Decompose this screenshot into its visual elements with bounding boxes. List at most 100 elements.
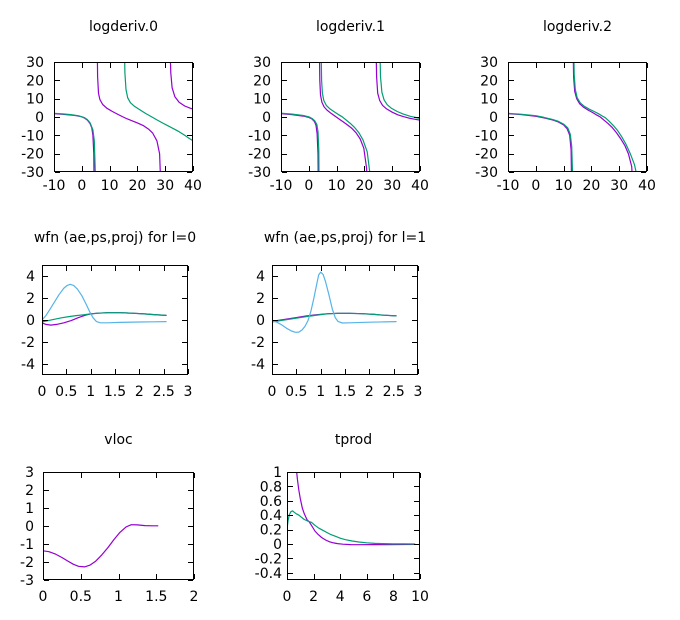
y-tick-label: -4 — [21, 357, 35, 373]
plot-border — [281, 62, 420, 172]
x-tick-label: 0 — [39, 589, 48, 605]
x-tick-label: -10 — [270, 178, 293, 194]
x-tick-label: 0 — [531, 178, 540, 194]
x-tick-label: 2 — [365, 384, 374, 400]
y-tick-label: 2 — [256, 291, 265, 307]
x-tick-label: 20 — [582, 178, 600, 194]
x-tick-label: -10 — [497, 178, 520, 194]
x-tick-label: 8 — [389, 589, 398, 605]
y-tick-label: 1 — [273, 465, 282, 481]
x-tick-label: 20 — [355, 178, 373, 194]
y-tick-label: 2 — [26, 291, 35, 307]
series-curve-1-purple — [169, 62, 193, 110]
y-tick-label: 0 — [35, 110, 44, 126]
y-tick-label: 0 — [256, 313, 265, 329]
y-tick-label: 4 — [256, 269, 265, 285]
y-tick-label: -0.2 — [255, 551, 282, 567]
x-tick-label: 0 — [268, 384, 277, 400]
y-tick-label: 1 — [25, 501, 34, 517]
tick-marks — [287, 472, 421, 579]
series-curve-1-purple — [572, 62, 633, 172]
x-tick-label: 40 — [184, 178, 202, 194]
x-tick-label: 1.5 — [145, 589, 167, 605]
y-tick-label: 4 — [26, 269, 35, 285]
x-tick-label: 1.5 — [334, 384, 356, 400]
x-tick-label: 0.5 — [55, 384, 77, 400]
x-tick-label: 20 — [128, 178, 146, 194]
x-tick-label: 30 — [610, 178, 628, 194]
y-tick-label: 0 — [262, 110, 271, 126]
series-curve-2-green — [573, 62, 637, 172]
y-tick-label: -20 — [475, 147, 498, 163]
y-tick-label: -2 — [251, 335, 265, 351]
series-ps — [272, 312, 397, 323]
y-tick-label: -30 — [21, 165, 44, 181]
y-tick-label: -2 — [21, 335, 35, 351]
y-tick-label: 20 — [26, 73, 44, 89]
tick-marks — [43, 472, 195, 581]
x-tick-label: 30 — [156, 178, 174, 194]
x-tick-label: 2.5 — [153, 384, 175, 400]
x-tick-label: 0 — [77, 178, 86, 194]
plot-border — [43, 472, 194, 580]
y-tick-label: 10 — [480, 92, 498, 108]
x-tick-label: 1.5 — [104, 384, 126, 400]
x-tick-label: 1 — [86, 384, 95, 400]
chart-logderiv-2: -10 0 10 20 30 40 30 20 10 0 -10 -20 -30 logderiv.2 — [475, 19, 656, 194]
x-tick-label: -10 — [43, 178, 66, 194]
x-tick-label: 40 — [411, 178, 429, 194]
series-curve-1-purple — [96, 62, 161, 172]
x-tick-label: 30 — [383, 178, 401, 194]
y-tick-label: -1 — [20, 537, 34, 553]
series-curve-2-green — [320, 62, 371, 172]
chart-title: logderiv.2 — [543, 19, 612, 35]
tick-marks — [272, 266, 419, 374]
y-tick-label: -0.4 — [255, 566, 282, 582]
chart-title: wfn (ae,ps,proj) for l=0 — [34, 230, 196, 246]
y-tick-label: -10 — [475, 128, 498, 144]
series-curve-2-green — [287, 510, 416, 545]
x-tick-label: 40 — [638, 178, 656, 194]
x-tick-label: 0 — [38, 384, 47, 400]
plot-border — [54, 62, 193, 172]
y-tick-label: 20 — [253, 73, 271, 89]
x-tick-label: 10 — [555, 178, 573, 194]
chart-wfn-l1: 0 0.5 1 1.5 2 2.5 3 4 2 0 -2 -4 wfn (ae,ps,proj) for… — [251, 230, 426, 400]
x-tick-label: 3 — [414, 384, 423, 400]
series-curve-2-green — [124, 62, 193, 142]
series-proj — [42, 283, 167, 324]
y-tick-label: -4 — [251, 357, 265, 373]
chart-title: logderiv.0 — [89, 19, 158, 35]
plot-border — [287, 472, 420, 580]
y-tick-label: 0 — [273, 537, 282, 553]
y-tick-label: 0 — [26, 313, 35, 329]
tick-marks — [42, 266, 189, 374]
y-tick-label: 0.6 — [260, 494, 282, 510]
plot-border — [42, 265, 188, 375]
y-tick-label: -30 — [248, 165, 271, 181]
x-tick-label: 2 — [190, 589, 199, 605]
x-tick-label: 2 — [309, 589, 318, 605]
y-tick-label: -10 — [21, 128, 44, 144]
x-tick-label: 0 — [283, 589, 292, 605]
x-tick-label: 6 — [362, 589, 371, 605]
x-tick-label: 10 — [328, 178, 346, 194]
x-tick-label: 10 — [411, 589, 429, 605]
x-tick-label: 4 — [336, 589, 345, 605]
chart-title: logderiv.1 — [316, 19, 385, 35]
y-tick-label: 30 — [26, 55, 44, 71]
tick-marks — [54, 62, 194, 173]
chart-title: tprod — [335, 432, 372, 448]
y-tick-label: 10 — [26, 92, 44, 108]
y-tick-label: 3 — [25, 465, 34, 481]
y-tick-label: 30 — [253, 55, 271, 71]
x-tick-label: 0 — [304, 178, 313, 194]
plot-border — [508, 62, 647, 172]
x-tick-label: 0.5 — [70, 589, 92, 605]
chart-title: wfn (ae,ps,proj) for l=1 — [264, 230, 426, 246]
x-tick-label: 2 — [135, 384, 144, 400]
y-tick-label: 0 — [489, 110, 498, 126]
series-curve-2-green — [379, 62, 420, 120]
